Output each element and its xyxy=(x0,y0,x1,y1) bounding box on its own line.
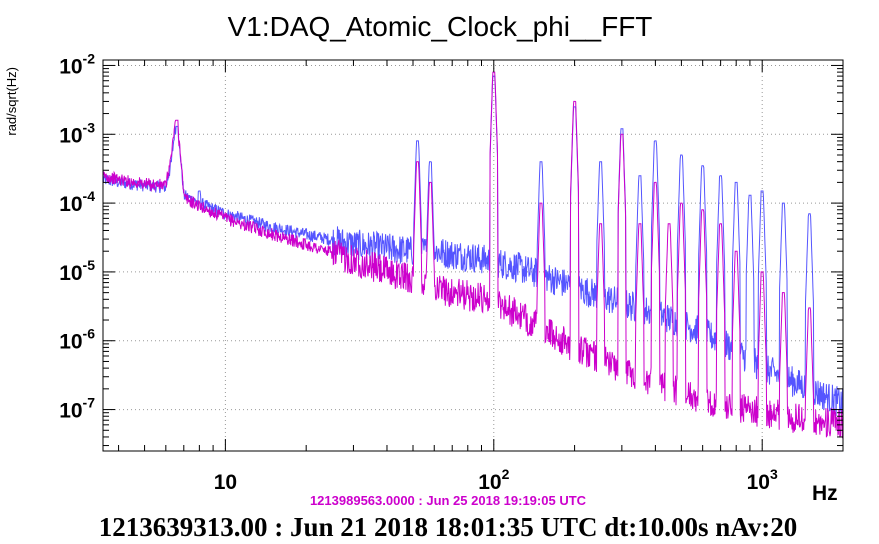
series-line-2 xyxy=(103,71,843,439)
y-tick-label: 10-5 xyxy=(59,257,95,285)
footer-timestamp: 1213639313.00 : Jun 21 2018 18:01:35 UTC… xyxy=(99,512,798,542)
plot-frame xyxy=(102,59,844,452)
y-tick-label: 10-2 xyxy=(59,50,95,78)
chart-title: V1:DAQ_Atomic_Clock_phi__FFT xyxy=(228,11,653,42)
y-tick-label: 10-3 xyxy=(59,119,95,147)
y-tick-labels: 10-7 10-6 10-5 10-4 10-3 10-2 xyxy=(59,50,95,422)
x-tick-label: 10 xyxy=(214,471,237,494)
y-tick-label: 10-7 xyxy=(59,395,95,423)
grid-lines xyxy=(103,60,843,451)
y-axis-label: rad/sqrt(Hz) xyxy=(4,67,19,136)
x-axis-label: Hz xyxy=(812,482,838,505)
x-tick-label: 102 xyxy=(478,466,509,494)
reference-trace-label: 1213989563.0000 : Jun 25 2018 19:19:05 U… xyxy=(310,493,587,508)
y-tick-label: 10-6 xyxy=(59,326,95,354)
y-tick-label: 10-4 xyxy=(59,188,95,216)
x-tick-label: 103 xyxy=(747,466,778,494)
plot-area xyxy=(103,71,843,439)
x-tick-labels: 10 102 103 xyxy=(214,466,778,494)
axis-ticks xyxy=(103,60,844,451)
